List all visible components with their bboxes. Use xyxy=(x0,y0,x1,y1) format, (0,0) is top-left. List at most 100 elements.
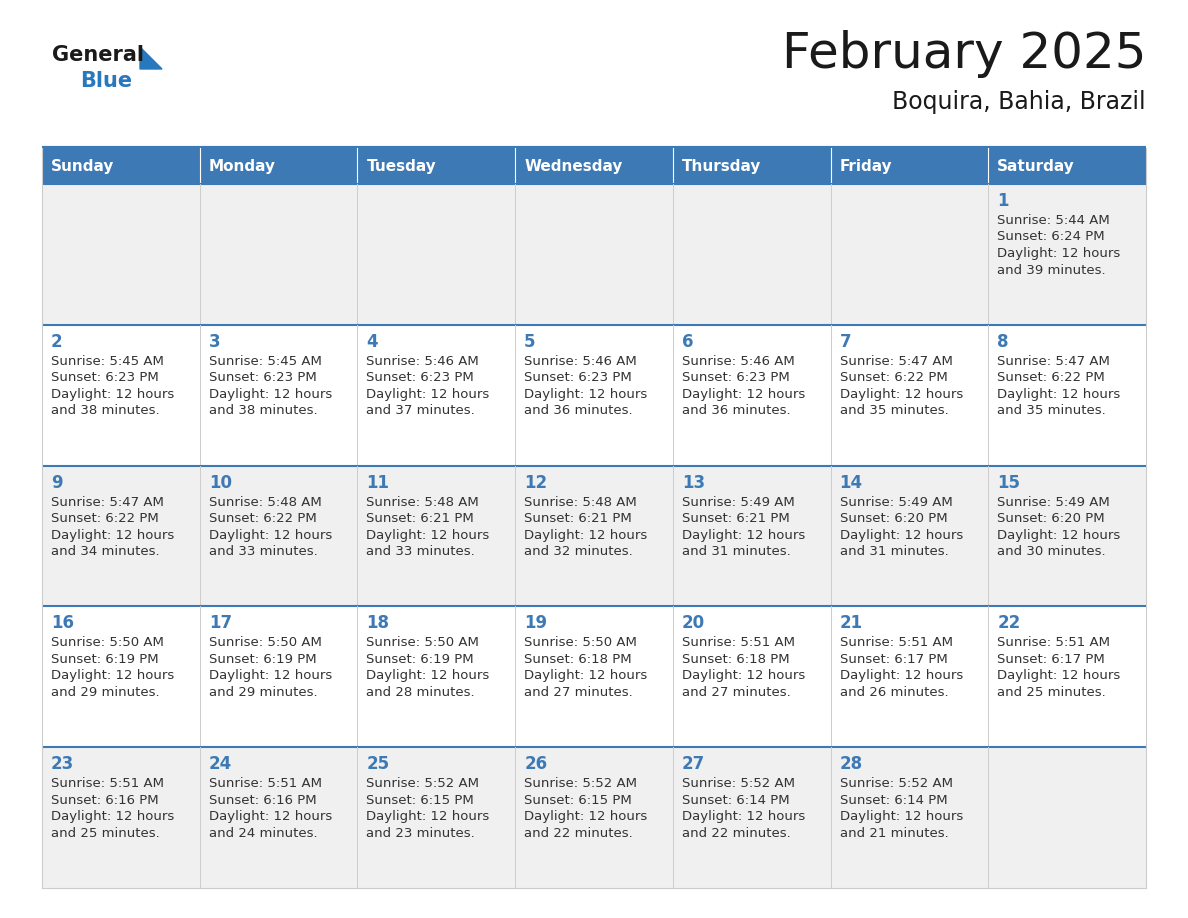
Text: Sunset: 6:17 PM: Sunset: 6:17 PM xyxy=(840,653,947,666)
Text: 21: 21 xyxy=(840,614,862,633)
Text: Sunrise: 5:49 AM: Sunrise: 5:49 AM xyxy=(682,496,795,509)
Text: Sunrise: 5:48 AM: Sunrise: 5:48 AM xyxy=(524,496,637,509)
Text: Sunrise: 5:47 AM: Sunrise: 5:47 AM xyxy=(51,496,164,509)
Text: 26: 26 xyxy=(524,756,548,773)
Text: 20: 20 xyxy=(682,614,704,633)
Text: and 36 minutes.: and 36 minutes. xyxy=(682,404,790,418)
Text: 28: 28 xyxy=(840,756,862,773)
Text: Daylight: 12 hours: Daylight: 12 hours xyxy=(209,669,331,682)
Bar xyxy=(358,607,516,747)
Bar xyxy=(516,465,672,607)
Text: Daylight: 12 hours: Daylight: 12 hours xyxy=(51,387,175,401)
Text: Sunset: 6:21 PM: Sunset: 6:21 PM xyxy=(366,512,474,525)
Text: 12: 12 xyxy=(524,474,548,492)
Text: Sunrise: 5:51 AM: Sunrise: 5:51 AM xyxy=(51,778,164,790)
Text: Sunset: 6:23 PM: Sunset: 6:23 PM xyxy=(209,371,316,385)
Text: 11: 11 xyxy=(366,474,390,492)
Text: Sunrise: 5:47 AM: Sunrise: 5:47 AM xyxy=(840,354,953,368)
Text: Sunset: 6:18 PM: Sunset: 6:18 PM xyxy=(682,653,790,666)
Text: 8: 8 xyxy=(997,333,1009,351)
Text: and 29 minutes.: and 29 minutes. xyxy=(51,686,159,699)
Bar xyxy=(200,607,358,747)
Text: Sunrise: 5:48 AM: Sunrise: 5:48 AM xyxy=(209,496,322,509)
Text: 17: 17 xyxy=(209,614,232,633)
Text: Boquira, Bahia, Brazil: Boquira, Bahia, Brazil xyxy=(892,90,1146,114)
Bar xyxy=(200,465,358,607)
Text: Daylight: 12 hours: Daylight: 12 hours xyxy=(840,811,962,823)
Text: and 31 minutes.: and 31 minutes. xyxy=(682,545,790,558)
Text: Sunset: 6:14 PM: Sunset: 6:14 PM xyxy=(840,794,947,807)
Text: Tuesday: Tuesday xyxy=(366,159,436,174)
Text: and 25 minutes.: and 25 minutes. xyxy=(51,827,159,840)
Text: and 35 minutes.: and 35 minutes. xyxy=(840,404,948,418)
Text: Sunrise: 5:47 AM: Sunrise: 5:47 AM xyxy=(997,354,1110,368)
Bar xyxy=(358,184,516,325)
Text: Sunset: 6:22 PM: Sunset: 6:22 PM xyxy=(840,371,947,385)
Bar xyxy=(988,325,1146,465)
Text: 15: 15 xyxy=(997,474,1020,492)
Text: Sunrise: 5:50 AM: Sunrise: 5:50 AM xyxy=(366,636,479,649)
Text: Sunrise: 5:46 AM: Sunrise: 5:46 AM xyxy=(682,354,795,368)
Text: Thursday: Thursday xyxy=(682,159,762,174)
Text: Daylight: 12 hours: Daylight: 12 hours xyxy=(682,811,805,823)
Bar xyxy=(672,747,830,888)
Text: February 2025: February 2025 xyxy=(782,30,1146,78)
Text: Sunrise: 5:50 AM: Sunrise: 5:50 AM xyxy=(51,636,164,649)
Text: Sunset: 6:15 PM: Sunset: 6:15 PM xyxy=(366,794,474,807)
Text: 23: 23 xyxy=(51,756,74,773)
Text: Daylight: 12 hours: Daylight: 12 hours xyxy=(366,811,489,823)
Text: Wednesday: Wednesday xyxy=(524,159,623,174)
Bar xyxy=(830,184,988,325)
Text: 2: 2 xyxy=(51,333,63,351)
Bar xyxy=(42,325,200,465)
Text: and 32 minutes.: and 32 minutes. xyxy=(524,545,633,558)
Text: Daylight: 12 hours: Daylight: 12 hours xyxy=(366,529,489,542)
Text: Daylight: 12 hours: Daylight: 12 hours xyxy=(997,247,1120,260)
Text: Sunrise: 5:46 AM: Sunrise: 5:46 AM xyxy=(366,354,479,368)
Text: Sunset: 6:15 PM: Sunset: 6:15 PM xyxy=(524,794,632,807)
Text: Sunrise: 5:48 AM: Sunrise: 5:48 AM xyxy=(366,496,479,509)
Bar xyxy=(988,184,1146,325)
Text: Daylight: 12 hours: Daylight: 12 hours xyxy=(682,387,805,401)
Text: and 26 minutes.: and 26 minutes. xyxy=(840,686,948,699)
Text: Monday: Monday xyxy=(209,159,276,174)
Text: Sunset: 6:16 PM: Sunset: 6:16 PM xyxy=(209,794,316,807)
Bar xyxy=(42,148,200,184)
Text: Sunrise: 5:50 AM: Sunrise: 5:50 AM xyxy=(524,636,637,649)
Text: and 38 minutes.: and 38 minutes. xyxy=(209,404,317,418)
Text: and 28 minutes.: and 28 minutes. xyxy=(366,686,475,699)
Text: Sunset: 6:22 PM: Sunset: 6:22 PM xyxy=(209,512,316,525)
Bar xyxy=(516,184,672,325)
Text: Daylight: 12 hours: Daylight: 12 hours xyxy=(366,387,489,401)
Text: Sunset: 6:19 PM: Sunset: 6:19 PM xyxy=(51,653,159,666)
Text: Sunday: Sunday xyxy=(51,159,114,174)
Text: Sunset: 6:23 PM: Sunset: 6:23 PM xyxy=(366,371,474,385)
Text: 27: 27 xyxy=(682,756,706,773)
Text: Daylight: 12 hours: Daylight: 12 hours xyxy=(209,529,331,542)
Text: 1: 1 xyxy=(997,192,1009,210)
Text: and 33 minutes.: and 33 minutes. xyxy=(366,545,475,558)
Bar xyxy=(988,747,1146,888)
Text: Daylight: 12 hours: Daylight: 12 hours xyxy=(366,669,489,682)
Text: Sunrise: 5:50 AM: Sunrise: 5:50 AM xyxy=(209,636,322,649)
Text: Sunset: 6:24 PM: Sunset: 6:24 PM xyxy=(997,230,1105,243)
Text: and 38 minutes.: and 38 minutes. xyxy=(51,404,159,418)
Bar xyxy=(988,465,1146,607)
Bar xyxy=(42,607,200,747)
Text: Sunset: 6:23 PM: Sunset: 6:23 PM xyxy=(524,371,632,385)
Text: Sunrise: 5:44 AM: Sunrise: 5:44 AM xyxy=(997,214,1110,227)
Text: Daylight: 12 hours: Daylight: 12 hours xyxy=(51,669,175,682)
Bar xyxy=(516,747,672,888)
Text: Sunset: 6:23 PM: Sunset: 6:23 PM xyxy=(682,371,790,385)
Text: 7: 7 xyxy=(840,333,851,351)
Text: 16: 16 xyxy=(51,614,74,633)
Bar xyxy=(516,148,672,184)
Text: 22: 22 xyxy=(997,614,1020,633)
Text: 4: 4 xyxy=(366,333,378,351)
Text: Daylight: 12 hours: Daylight: 12 hours xyxy=(209,811,331,823)
Text: Sunrise: 5:45 AM: Sunrise: 5:45 AM xyxy=(209,354,322,368)
Text: Daylight: 12 hours: Daylight: 12 hours xyxy=(840,387,962,401)
Text: Sunrise: 5:51 AM: Sunrise: 5:51 AM xyxy=(997,636,1111,649)
Text: and 27 minutes.: and 27 minutes. xyxy=(524,686,633,699)
Text: Sunset: 6:18 PM: Sunset: 6:18 PM xyxy=(524,653,632,666)
